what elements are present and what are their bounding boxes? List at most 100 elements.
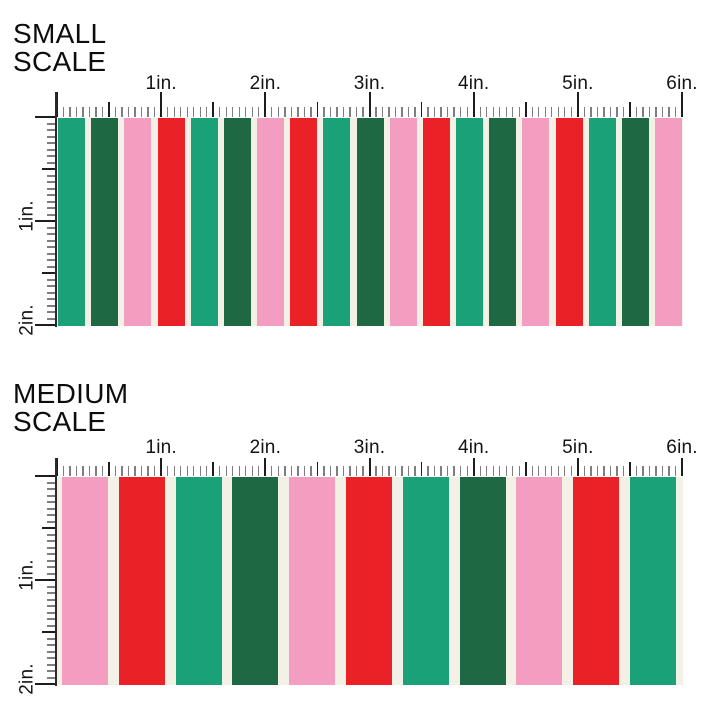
stripe-green — [630, 477, 676, 685]
ruler-tick — [479, 107, 481, 117]
ruler-tick — [47, 494, 55, 497]
ruler-tick — [609, 466, 612, 476]
striped-fabric-swatch — [57, 477, 683, 685]
inch-label: 2in. — [249, 437, 282, 458]
ruler-tick — [648, 466, 651, 476]
stripe-pink — [516, 477, 563, 685]
ruler-tick — [518, 466, 520, 476]
ruler-tick — [47, 572, 55, 575]
ruler-tick — [225, 107, 227, 117]
ruler-tick — [674, 107, 677, 117]
ruler-tick — [642, 107, 644, 117]
ruler-tick — [186, 107, 188, 117]
ruler-tick — [414, 466, 416, 476]
ruler-tick — [47, 559, 55, 562]
ruler-tick — [47, 246, 55, 249]
ruler-tick — [47, 233, 55, 236]
ruler-tick — [251, 466, 253, 476]
ruler-tick — [661, 107, 664, 117]
ruler-tick — [524, 102, 527, 117]
inch-label: 6in. — [666, 73, 698, 94]
ruler-tick — [35, 220, 55, 223]
title-line-2: SCALE — [13, 406, 107, 437]
ruler-tick — [375, 107, 377, 117]
ruler-tick — [47, 520, 55, 523]
ruler-tick — [82, 466, 84, 476]
ruler-tick — [127, 466, 130, 476]
inch-label: 5in. — [562, 73, 594, 94]
ruler-tick — [47, 317, 55, 320]
ruler-tick — [82, 107, 84, 117]
ruler-tick — [303, 107, 306, 117]
ruler-tick — [414, 107, 416, 117]
ruler-tick — [492, 466, 494, 476]
title-line-2: SCALE — [13, 46, 107, 77]
ruler-tick — [538, 466, 540, 476]
ruler-tick — [219, 466, 221, 476]
ruler-tick — [381, 466, 384, 476]
ruler-tick — [47, 213, 55, 216]
ruler-tick — [212, 462, 215, 476]
ruler-tick — [47, 142, 55, 145]
ruler-tick — [622, 107, 625, 117]
ruler-tick — [47, 135, 55, 138]
ruler-tick — [47, 553, 55, 556]
ruler-tick — [47, 252, 55, 255]
ruler-tick — [297, 466, 299, 476]
ruler-tick — [114, 466, 117, 476]
ruler-tick — [47, 507, 55, 510]
ruler-tick — [160, 92, 163, 117]
ruler-tick — [167, 107, 169, 117]
ruler-tick — [655, 466, 657, 476]
stripe-pink — [522, 118, 550, 326]
ruler-tick — [524, 462, 527, 476]
ruler-tick — [329, 466, 332, 476]
stripe-green — [402, 477, 449, 685]
ruler-tick — [47, 181, 55, 184]
ruler-tick — [616, 107, 618, 117]
ruler-tick — [47, 514, 55, 517]
ruler-tick — [47, 129, 55, 132]
ruler-tick — [284, 107, 286, 117]
ruler-tick — [388, 107, 390, 117]
ruler-tick — [47, 285, 55, 288]
ruler-tick — [486, 466, 488, 476]
ruler-tick — [47, 200, 55, 203]
ruler-tick — [453, 107, 455, 117]
stripe-dark_green — [232, 477, 279, 685]
ruler-tick — [47, 670, 55, 673]
ruler-tick — [681, 458, 684, 476]
stripe-dark_green — [459, 477, 506, 685]
ruler-tick — [284, 466, 286, 476]
ruler-tick — [140, 107, 143, 117]
ruler-tick — [225, 466, 227, 476]
ruler-tick — [47, 676, 55, 679]
side-inch-label: 2in. — [16, 663, 38, 696]
ruler-tick — [108, 462, 110, 476]
ruler-tick — [180, 466, 182, 476]
ruler-tick — [35, 475, 55, 477]
ruler-tick — [56, 92, 58, 117]
stripe-pink — [124, 118, 152, 326]
ruler-tick — [47, 598, 55, 601]
ruler-tick — [35, 683, 55, 686]
ruler-tick — [596, 466, 599, 476]
stripe-green — [588, 118, 616, 326]
ruler-tick — [47, 161, 55, 164]
ruler-tick — [47, 663, 55, 666]
ruler-tick — [47, 566, 55, 569]
vertical-ruler-line — [55, 92, 57, 327]
stripe-dark_green — [91, 118, 119, 326]
inch-label: 3in. — [353, 437, 386, 458]
ruler-tick — [199, 466, 201, 476]
ruler-tick — [551, 466, 553, 476]
stripe-green — [58, 118, 85, 326]
ruler-tick — [310, 466, 312, 476]
ruler-tick — [368, 92, 371, 117]
ruler-tick — [140, 466, 143, 476]
ruler-tick — [47, 148, 55, 151]
ruler-tick — [290, 466, 293, 476]
ruler-tick — [583, 107, 585, 117]
